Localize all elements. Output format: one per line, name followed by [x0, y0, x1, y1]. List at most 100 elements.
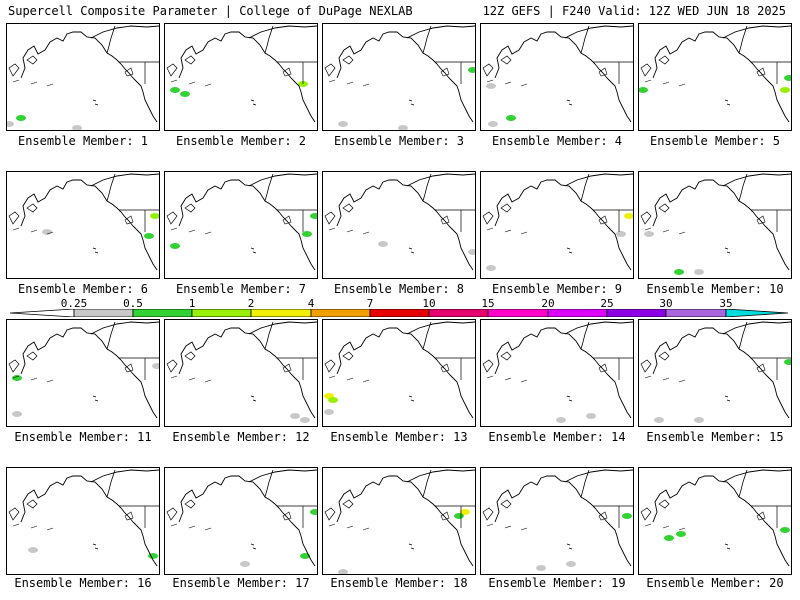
- ensemble-member-map: [480, 319, 634, 427]
- ensemble-member-label: Ensemble Member: 7: [175, 282, 307, 296]
- scp-contour: [506, 115, 516, 121]
- ensemble-member-map: [480, 467, 634, 575]
- scp-contour: [664, 535, 674, 541]
- ensemble-member-map: [322, 467, 476, 575]
- scp-contour: [12, 375, 22, 381]
- ensemble-member-map: [164, 23, 318, 131]
- scp-contour: [180, 91, 190, 97]
- scp-contour: [170, 87, 180, 93]
- ensemble-member-label: Ensemble Member: 14: [488, 430, 626, 444]
- scp-contour: [454, 513, 464, 519]
- scp-contour: [460, 509, 470, 515]
- ensemble-member-label: Ensemble Member: 4: [491, 134, 623, 148]
- colorbar-segment: [369, 309, 430, 317]
- ensemble-member-map: [480, 171, 634, 279]
- scp-contour: [616, 231, 626, 237]
- scp-contour: [42, 229, 52, 235]
- ensemble-member-label: Ensemble Member: 9: [491, 282, 623, 296]
- colorbar-segment: [428, 309, 489, 317]
- colorbar-below-triangle: [10, 309, 75, 317]
- scp-contour: [486, 83, 496, 89]
- scp-contour: [780, 527, 790, 533]
- colorbar-tick-label: 10: [422, 297, 436, 310]
- ensemble-member-label: Ensemble Member: 1: [17, 134, 149, 148]
- scp-contour: [338, 121, 348, 127]
- ensemble-member-map: [480, 23, 634, 131]
- ensemble-member-map: [322, 319, 476, 427]
- scp-contour: [639, 87, 648, 93]
- scp-contour: [780, 87, 790, 93]
- colorbar-tick-label: 4: [307, 297, 315, 310]
- scp-contour: [144, 233, 154, 239]
- scp-contour: [556, 417, 566, 423]
- scp-contour: [290, 413, 300, 419]
- ensemble-member-map: [638, 319, 792, 427]
- scp-contour: [488, 121, 498, 127]
- ensemble-member-label: Ensemble Member: 6: [17, 282, 149, 296]
- colorbar-tick-label: 0.5: [123, 297, 143, 310]
- colorbar-segment: [487, 309, 549, 317]
- scp-contour: [468, 249, 475, 255]
- ensemble-member-label: Ensemble Member: 12: [172, 430, 310, 444]
- scp-contour: [624, 213, 633, 219]
- ensemble-member-map: [638, 23, 792, 131]
- scp-contour: [694, 269, 704, 275]
- ensemble-member-label: Ensemble Member: 8: [333, 282, 465, 296]
- scp-contour: [338, 569, 348, 574]
- scp-contour: [28, 547, 38, 553]
- ensemble-member-map: [638, 467, 792, 575]
- colorbar-tick-label: 0.25: [60, 297, 88, 310]
- colorbar-segment: [606, 309, 667, 317]
- ensemble-member-label: Ensemble Member: 13: [330, 430, 468, 444]
- scp-contour: [324, 409, 334, 415]
- scp-contour: [566, 561, 576, 567]
- scp-contour: [622, 513, 632, 519]
- colorbar-segment: [665, 309, 727, 317]
- scp-contour: [398, 125, 408, 130]
- scp-contour: [654, 417, 664, 423]
- scp-contour: [300, 417, 310, 423]
- scp-contour: [310, 213, 317, 219]
- scp-contour: [240, 561, 250, 567]
- colorbar-tick-label: 35: [719, 297, 733, 310]
- scp-contour: [378, 241, 388, 247]
- colorbar-above-triangle: [725, 309, 789, 317]
- scp-contour: [784, 359, 791, 365]
- colorbar-bar: [10, 309, 789, 317]
- colorbar-segment: [132, 309, 193, 317]
- colorbar-segment: [191, 309, 252, 317]
- colorbar-tick-label: 15: [481, 297, 495, 310]
- colorbar-segment: [73, 309, 134, 317]
- ensemble-member-label: Ensemble Member: 2: [175, 134, 307, 148]
- ensemble-member-label: Ensemble Member: 15: [646, 430, 784, 444]
- colorbar-tick-label: 1: [188, 297, 196, 310]
- scp-contour: [150, 213, 159, 219]
- ensemble-member-label: Ensemble Member: 16: [14, 576, 152, 590]
- colorbar-segment: [310, 309, 371, 317]
- scp-contour: [170, 243, 180, 249]
- ensemble-member-label: Ensemble Member: 18: [330, 576, 468, 590]
- scp-contour: [152, 363, 159, 369]
- colorbar-tick-label: 20: [541, 297, 555, 310]
- scp-contour: [694, 417, 704, 423]
- scp-contour: [300, 553, 310, 559]
- scp-contour: [72, 125, 82, 130]
- scp-contour: [586, 413, 596, 419]
- ensemble-member-label: Ensemble Member: 11: [14, 430, 152, 444]
- scp-contour: [302, 231, 312, 237]
- ensemble-member-label: Ensemble Member: 20: [646, 576, 784, 590]
- colorbar-segment: [547, 309, 608, 317]
- ensemble-member-map: [164, 171, 318, 279]
- scp-contour: [674, 269, 684, 275]
- ensemble-member-map: [638, 171, 792, 279]
- colorbar-tick-label: 25: [600, 297, 614, 310]
- colorbar-tick-label: 30: [659, 297, 673, 310]
- scp-contour: [16, 115, 26, 121]
- ensemble-member-map: [6, 23, 160, 131]
- scp-contour: [644, 231, 654, 237]
- scp-contour: [486, 265, 496, 271]
- colorbar-tick-label: 2: [247, 297, 255, 310]
- scp-contour: [7, 121, 14, 127]
- scp-contour: [536, 565, 546, 571]
- ensemble-member-map: [164, 467, 318, 575]
